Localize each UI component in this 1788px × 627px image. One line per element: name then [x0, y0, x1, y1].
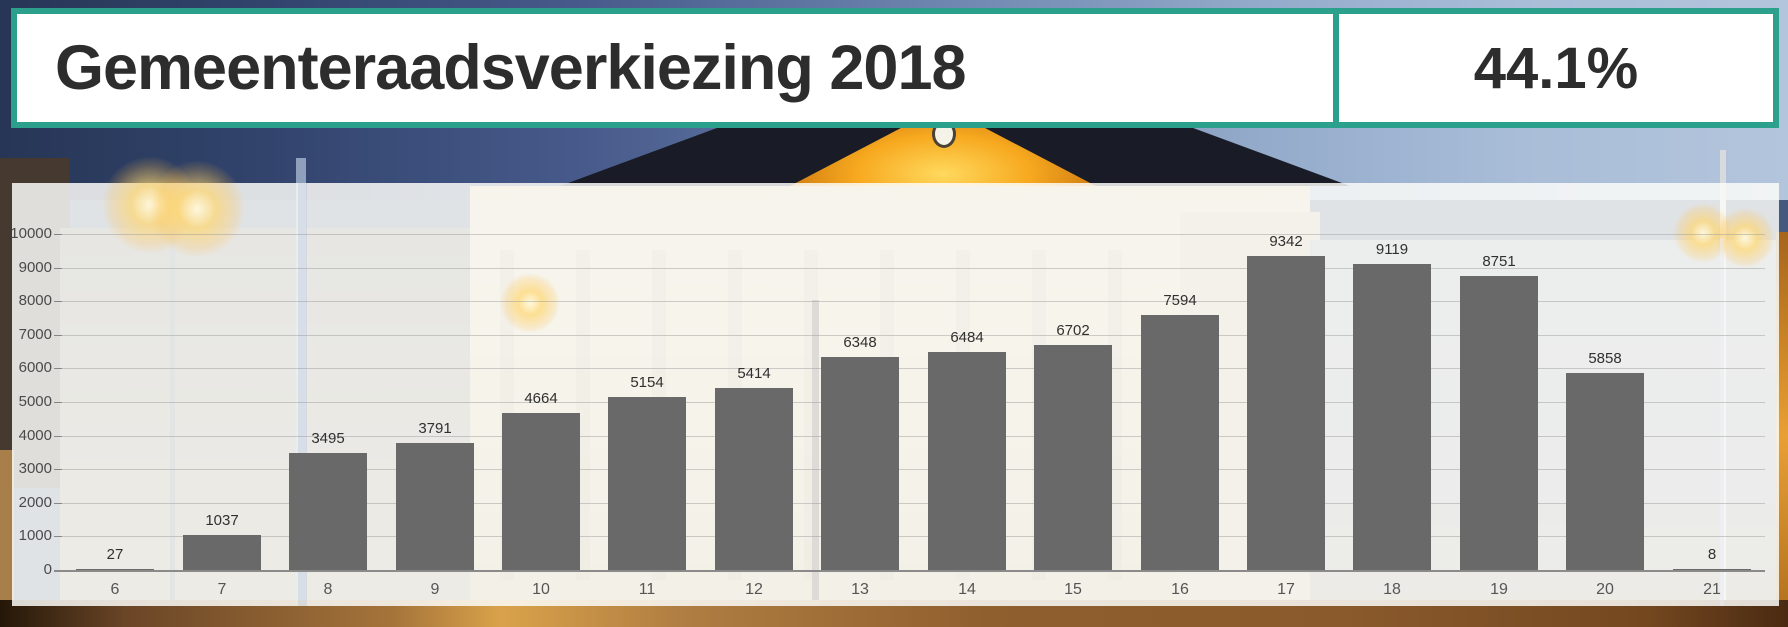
turnout-cell: 44.1% [1333, 14, 1773, 122]
bar [1460, 276, 1538, 570]
bar-value-label: 9342 [1269, 233, 1303, 250]
gridline [62, 502, 1765, 504]
gridline [62, 536, 1765, 538]
y-axis-tick [54, 334, 62, 336]
chart-panel: 0 1000 2000 3000 4000 5000 6000 7000 8000 9000 100… [10, 157, 1779, 606]
bar-value-label: 5414 [737, 365, 771, 382]
x-tick-label: 6 [110, 581, 120, 598]
y-tick-label: 5000 [18, 393, 52, 410]
gridline [62, 267, 1765, 269]
x-axis-line [54, 570, 1765, 572]
bar-value-label: 6484 [950, 329, 984, 346]
x-tick-label: 18 [1383, 581, 1401, 598]
gridline [62, 402, 1765, 403]
y-axis-tick [54, 536, 62, 538]
bar-value-label: 8 [1707, 546, 1717, 563]
bar [1566, 373, 1644, 570]
bar-value-label: 27 [106, 546, 124, 563]
y-axis-tick [54, 502, 62, 504]
bar [502, 413, 580, 570]
x-tick-label: 9 [430, 581, 440, 598]
x-tick-label: 8 [323, 581, 333, 598]
bar-value-label: 3791 [418, 420, 452, 437]
gridline [62, 368, 1765, 370]
y-axis-tick [54, 402, 62, 403]
y-tick-label: 2000 [18, 493, 52, 511]
x-tick-label: 17 [1277, 581, 1295, 598]
bar-value-label: 4664 [524, 390, 558, 407]
x-tick-label: 20 [1596, 581, 1614, 598]
turnout-value: 44.1% [1473, 35, 1639, 101]
bar-value-label: 6702 [1056, 322, 1090, 339]
y-tick-label: 3000 [18, 460, 52, 478]
x-tick-label: 21 [1703, 581, 1721, 598]
page-title: Gemeenteraadsverkiezing 2018 [55, 33, 967, 103]
bar-chart: 0 1000 2000 3000 4000 5000 6000 7000 8000 9000 100… [10, 183, 1779, 606]
x-tick-label: 13 [851, 581, 869, 598]
y-axis-tick [54, 301, 62, 303]
bar [715, 388, 793, 570]
bar [1353, 264, 1431, 570]
bar [396, 443, 474, 570]
gridline [62, 301, 1765, 303]
bar [928, 352, 1006, 570]
gridline [62, 435, 1765, 437]
bar [821, 357, 899, 570]
bar [1034, 345, 1112, 570]
x-tick-label: 14 [958, 581, 976, 598]
bar [183, 535, 261, 570]
x-tick-label: 19 [1490, 581, 1508, 598]
bar [76, 569, 154, 570]
y-tick-label: 6000 [18, 359, 52, 377]
gridline [62, 234, 1765, 235]
gridline [62, 469, 1765, 471]
bar-value-label: 7594 [1163, 292, 1197, 309]
y-tick-label: 10000 [10, 225, 52, 242]
y-tick-label: 7000 [18, 325, 52, 343]
gridline [62, 334, 1765, 336]
bar-value-label: 1037 [205, 512, 239, 529]
bar [1673, 569, 1751, 570]
bar-value-label: 5154 [630, 374, 664, 391]
x-tick-label: 10 [532, 581, 550, 598]
y-tick-label: 9000 [18, 258, 52, 276]
y-axis-tick [54, 435, 62, 437]
bar-value-label: 3495 [311, 430, 345, 447]
bar-value-label: 8751 [1482, 253, 1516, 270]
y-tick-label: 8000 [18, 292, 52, 310]
bar [289, 453, 367, 570]
x-tick-label: 12 [745, 581, 763, 598]
bar-value-label: 5858 [1588, 350, 1622, 367]
bar-value-label: 9119 [1375, 241, 1409, 258]
x-tick-label: 11 [638, 581, 656, 598]
bar [608, 397, 686, 570]
y-axis-tick [54, 234, 62, 235]
y-tick-label: 1000 [18, 527, 52, 545]
x-tick-label: 7 [217, 581, 227, 598]
lit-building-right-edge [1776, 232, 1788, 604]
lit-shopfront-left [0, 450, 14, 600]
header-title-cell: Gemeenteraadsverkiezing 2018 [17, 14, 1333, 122]
y-tick-label: 4000 [18, 426, 52, 444]
y-axis-tick [54, 368, 62, 370]
x-tick-label: 15 [1064, 581, 1082, 598]
header: Gemeenteraadsverkiezing 2018 44.1% [11, 8, 1779, 128]
y-axis-tick [54, 469, 62, 471]
bar-value-label: 6348 [843, 334, 877, 351]
y-axis-tick [54, 267, 62, 269]
x-tick-label: 16 [1171, 581, 1189, 598]
y-tick-label: 0 [43, 561, 52, 578]
bar [1141, 315, 1219, 570]
bar [1247, 256, 1325, 570]
